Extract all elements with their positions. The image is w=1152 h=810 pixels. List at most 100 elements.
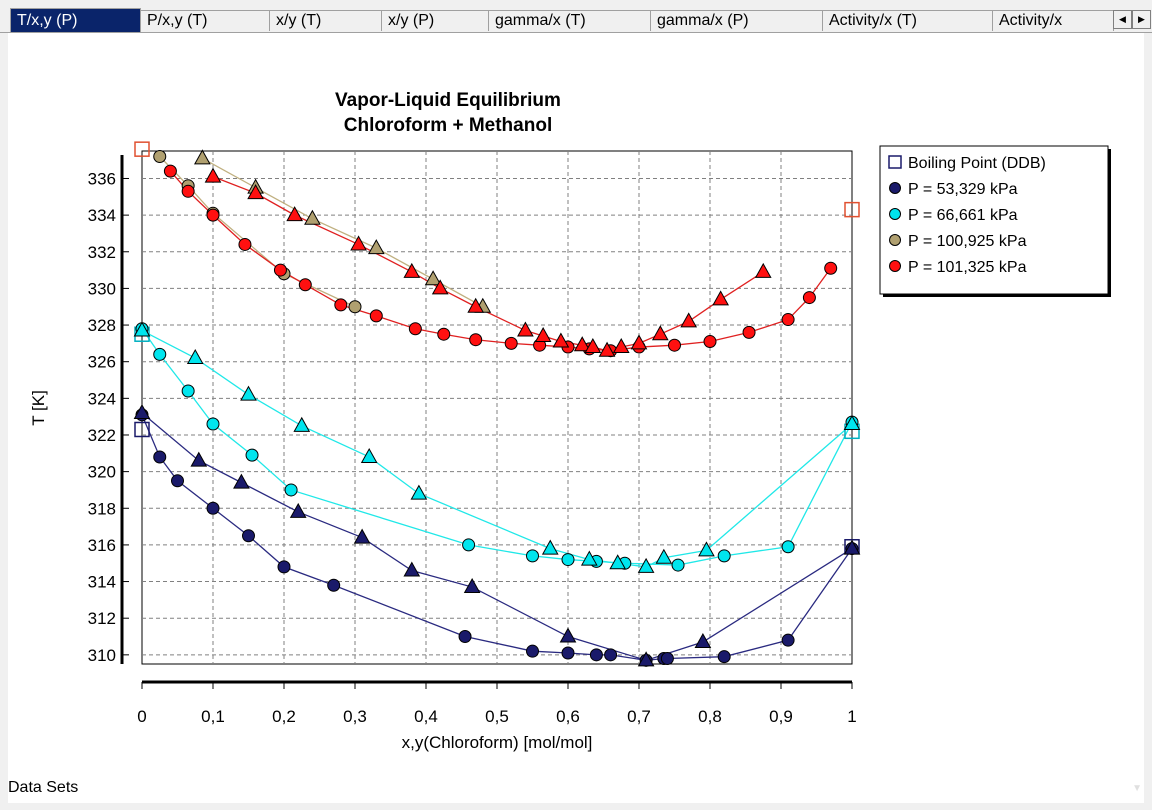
y-tick-label: 326: [88, 353, 116, 372]
data-point: [703, 335, 717, 349]
data-point: [350, 235, 367, 251]
data-point: [651, 325, 669, 341]
y-tick-label: 336: [88, 169, 116, 188]
legend-label: P = 66,661 kPa: [908, 207, 1018, 224]
tab-4[interactable]: gamma/x (T): [488, 10, 651, 31]
data-point: [181, 184, 195, 198]
data-point: [462, 538, 476, 552]
data-point: [637, 557, 655, 573]
legend-box: [879, 145, 1109, 295]
data-point: [245, 448, 259, 462]
tab-7[interactable]: Activity/x: [992, 10, 1114, 31]
y-axis-label: T [K]: [29, 390, 48, 426]
data-point: [589, 648, 603, 662]
data-point: [561, 553, 575, 567]
y-tick-label: 322: [88, 426, 116, 445]
legend-label: P = 53,329 kPa: [908, 181, 1018, 198]
data-point: [559, 627, 577, 643]
data-point: [609, 554, 627, 570]
data-point: [410, 484, 428, 500]
x-tick-label: 0,5: [485, 707, 509, 726]
boiling-point-marker: [844, 201, 860, 218]
data-point: [517, 321, 534, 337]
data-point: [273, 263, 287, 277]
data-point: [206, 501, 220, 515]
data-point: [284, 483, 298, 497]
data-point: [403, 262, 421, 278]
data-point: [334, 298, 348, 312]
data-point: [534, 327, 552, 343]
data-point: [698, 541, 715, 557]
legend-label: Boiling Point (DDB): [908, 155, 1046, 172]
x-tick-label: 0,6: [556, 707, 580, 726]
data-point: [247, 184, 264, 200]
data-point: [403, 561, 421, 577]
data-point: [348, 300, 362, 314]
data-point: [408, 322, 422, 336]
data-point: [526, 549, 539, 563]
data-point: [133, 321, 151, 337]
data-point: [552, 332, 570, 348]
data-point: [153, 450, 167, 464]
data-point: [437, 327, 451, 341]
legend-marker: [889, 208, 901, 220]
tab-1[interactable]: P/x,y (T): [140, 10, 270, 31]
legend-marker: [889, 182, 901, 194]
data-point: [153, 149, 167, 163]
y-tick-label: 332: [88, 243, 116, 262]
data-point: [660, 652, 674, 666]
data-point: [163, 164, 177, 178]
data-point: [561, 646, 575, 660]
data-point: [293, 416, 311, 432]
data-point: [802, 291, 816, 305]
data-point: [630, 334, 648, 350]
data-point: [526, 644, 539, 658]
data-point: [584, 338, 602, 354]
data-point: [181, 384, 195, 398]
x-tick-label: 0,8: [698, 707, 722, 726]
y-tick-label: 316: [88, 536, 116, 555]
data-point: [369, 309, 383, 323]
data-point: [242, 529, 255, 543]
data-point: [133, 403, 151, 419]
x-axis-label: x,y(Chloroform) [mol/mol]: [402, 733, 593, 752]
data-point: [238, 237, 252, 251]
expand-icon: ▼: [1132, 783, 1142, 794]
scroll-right-button[interactable]: ▶: [1132, 10, 1151, 29]
tab-bar: T/x,y (P) P/x,y (T) x/y (T) x/y (P) gamma/x …: [0, 0, 1152, 33]
x-tick-label: 0,7: [627, 707, 651, 726]
data-point: [327, 578, 341, 592]
data-point: [186, 349, 204, 365]
data-point: [467, 297, 485, 313]
data-point: [580, 550, 598, 566]
data-point: [353, 528, 371, 544]
y-tick-label: 310: [88, 646, 116, 665]
data-point: [204, 167, 222, 183]
data-point: [431, 279, 449, 295]
x-tick-label: 1: [847, 707, 856, 726]
tab-3[interactable]: x/y (P): [381, 10, 489, 31]
scroll-left-button[interactable]: ◀: [1113, 10, 1132, 29]
data-point: [298, 278, 312, 292]
tab-0[interactable]: T/x,y (P): [10, 8, 141, 32]
vle-chart: 310 312 314 316 318 320 322 324 326 328 330 332 334 3…: [29, 90, 1111, 752]
data-point: [781, 313, 795, 327]
arrow-left-icon: ◀: [1119, 14, 1126, 24]
data-sets-label[interactable]: Data Sets: [8, 779, 79, 796]
y-tick-label: 324: [88, 389, 116, 408]
legend-marker: [889, 234, 901, 246]
data-point: [206, 417, 220, 431]
legend-marker: [889, 260, 901, 272]
tab-2[interactable]: x/y (T): [269, 10, 382, 31]
y-tick-label: 320: [88, 463, 116, 482]
data-point: [754, 262, 772, 278]
data-point: [712, 290, 729, 306]
x-tick-label: 0: [137, 707, 146, 726]
data-point: [781, 633, 795, 647]
tab-6[interactable]: Activity/x (T): [822, 10, 993, 31]
data-point: [573, 336, 591, 352]
data-point: [742, 325, 756, 339]
data-point: [717, 650, 731, 664]
legend-label: P = 101,325 kPa: [908, 259, 1027, 276]
tab-5[interactable]: gamma/x (P): [650, 10, 823, 31]
